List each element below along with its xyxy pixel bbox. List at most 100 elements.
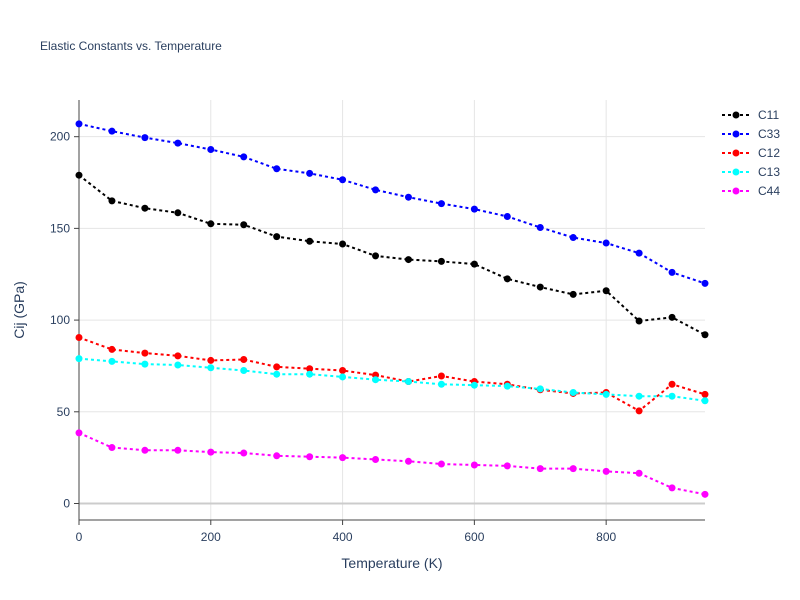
legend-marker (732, 149, 740, 157)
data-point-c33 (108, 127, 116, 135)
legend-marker (732, 111, 740, 119)
plot-area (75, 120, 709, 498)
legend-marker (732, 187, 740, 195)
series-c33 (75, 120, 709, 287)
data-point-c33 (404, 193, 412, 201)
legend-marker (732, 168, 740, 176)
data-point-c11 (437, 257, 445, 265)
legend-item-c11[interactable]: C11 (722, 108, 779, 122)
series-line-c12 (78, 336, 706, 413)
data-point-c33 (306, 169, 314, 177)
data-point-c12 (141, 349, 149, 357)
series-c12 (75, 334, 709, 415)
legend-item-c12[interactable]: C12 (722, 146, 780, 160)
data-point-c44 (141, 446, 149, 454)
data-point-c33 (207, 146, 215, 154)
legend-label: C12 (758, 146, 780, 160)
data-point-c44 (240, 449, 248, 457)
data-point-c13 (404, 378, 412, 386)
data-point-c33 (470, 205, 478, 213)
x-tick-label: 800 (596, 530, 616, 544)
x-axis-title: Temperature (K) (341, 555, 442, 571)
data-point-c33 (536, 223, 544, 231)
y-axis-title: Cij (GPa) (11, 281, 27, 339)
data-point-c12 (339, 367, 347, 375)
data-point-c13 (635, 392, 643, 400)
axes (74, 100, 705, 525)
data-point-c13 (273, 370, 281, 378)
data-point-c33 (75, 120, 83, 128)
data-point-c12 (273, 363, 281, 371)
data-point-c11 (240, 221, 248, 229)
data-point-c33 (503, 212, 511, 220)
data-point-c11 (108, 197, 116, 205)
data-point-c44 (75, 429, 83, 437)
data-point-c13 (75, 355, 83, 363)
data-point-c11 (141, 204, 149, 212)
data-point-c11 (372, 252, 380, 260)
data-point-c44 (372, 455, 380, 463)
data-point-c11 (306, 237, 314, 245)
data-point-c13 (306, 370, 314, 378)
data-point-c13 (437, 380, 445, 388)
series-line-c33 (78, 122, 706, 285)
data-point-c11 (503, 275, 511, 283)
data-point-c13 (569, 389, 577, 397)
data-point-c11 (273, 233, 281, 241)
data-point-c33 (273, 165, 281, 173)
x-tick-label: 0 (76, 530, 83, 544)
data-point-c13 (174, 361, 182, 369)
data-point-c12 (437, 372, 445, 380)
data-point-c11 (174, 209, 182, 217)
data-point-c33 (174, 139, 182, 147)
data-point-c44 (108, 444, 116, 452)
data-point-c33 (437, 200, 445, 208)
data-point-c44 (503, 462, 511, 470)
legend-label: C44 (758, 184, 780, 198)
legend[interactable]: C11 C33 C12 C13 C44 (722, 108, 780, 198)
data-point-c11 (339, 240, 347, 248)
data-point-c11 (602, 287, 610, 295)
data-point-c44 (339, 454, 347, 462)
legend-item-c13[interactable]: C13 (722, 165, 780, 179)
data-point-c33 (339, 176, 347, 184)
y-tick-label: 150 (50, 221, 70, 235)
data-point-c44 (404, 457, 412, 465)
series-c11 (75, 171, 709, 339)
data-point-c44 (273, 452, 281, 460)
data-point-c33 (141, 134, 149, 142)
data-point-c13 (668, 392, 676, 400)
data-point-c13 (240, 367, 248, 375)
y-tick-label: 100 (50, 313, 70, 327)
legend-item-c44[interactable]: C44 (722, 184, 780, 198)
series-c13 (75, 355, 709, 405)
data-point-c12 (668, 380, 676, 388)
data-point-c33 (668, 268, 676, 276)
data-point-c13 (207, 364, 215, 372)
x-tick-label: 600 (464, 530, 484, 544)
data-point-c44 (602, 467, 610, 475)
data-point-c33 (569, 234, 577, 242)
data-point-c44 (306, 453, 314, 461)
series-line-c44 (78, 431, 706, 496)
data-point-c44 (437, 460, 445, 468)
legend-marker (732, 130, 740, 138)
data-point-c44 (569, 465, 577, 473)
data-point-c11 (635, 317, 643, 325)
data-point-c44 (470, 461, 478, 469)
data-point-c44 (635, 469, 643, 477)
series-c44 (75, 429, 709, 498)
data-point-c13 (536, 385, 544, 393)
data-point-c13 (339, 373, 347, 381)
y-tick-label: 200 (50, 130, 70, 144)
y-tick-label: 50 (57, 405, 71, 419)
data-point-c11 (668, 313, 676, 321)
grid (79, 100, 705, 520)
legend-label: C13 (758, 165, 780, 179)
data-point-c11 (75, 171, 83, 179)
tick-labels: 0 200 400 600 800 0 50 100 150 200 (50, 130, 617, 544)
data-point-c13 (602, 390, 610, 398)
legend-label: C11 (758, 108, 779, 122)
data-point-c11 (470, 260, 478, 268)
legend-item-c33[interactable]: C33 (722, 127, 780, 141)
